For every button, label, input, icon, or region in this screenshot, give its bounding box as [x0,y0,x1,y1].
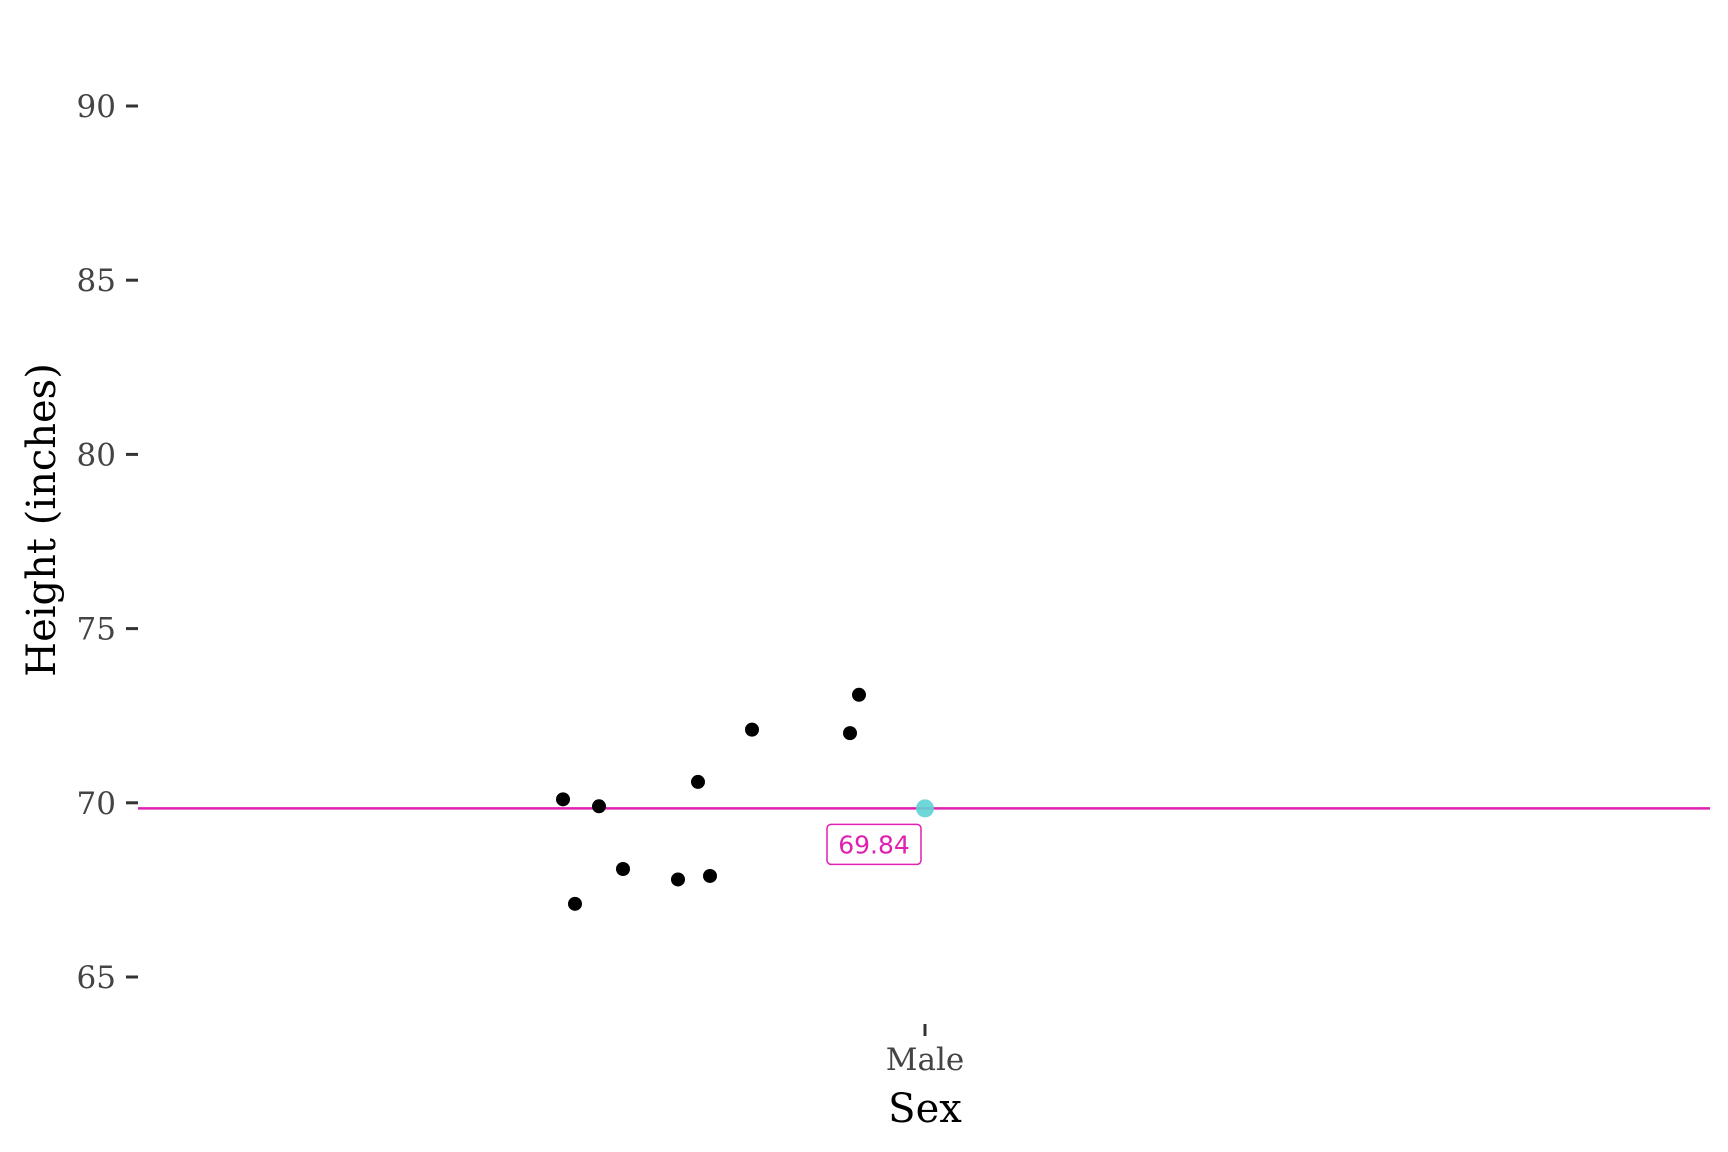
y-tick-label: 90 [77,89,116,125]
y-tick-label: 80 [77,437,116,473]
data-point [843,726,857,741]
data-point [852,687,866,702]
y-tick-label: 85 [77,263,116,299]
y-tick-label: 65 [77,960,116,996]
x-axis-title: Sex [888,1086,962,1132]
data-point [616,861,630,876]
data-point [745,722,759,737]
mean-label: 69.84 [838,830,910,859]
y-axis-title: Height (inches) [19,363,65,677]
x-axis: Male [886,1024,964,1078]
mean-label-box [826,823,922,866]
data-point [703,868,717,883]
points-layer [556,687,866,911]
x-tick-label: Male [886,1042,964,1078]
y-tick-label: 70 [77,786,116,822]
y-axis: 65 70 75 80 85 90 [77,89,138,996]
data-point [671,872,685,887]
mean-point [916,799,934,818]
data-point [592,799,606,814]
y-tick-label: 75 [77,612,116,648]
data-point [691,774,705,789]
data-point [556,792,570,807]
mean-layer: 69.84 [138,799,1710,866]
data-point [568,896,582,911]
